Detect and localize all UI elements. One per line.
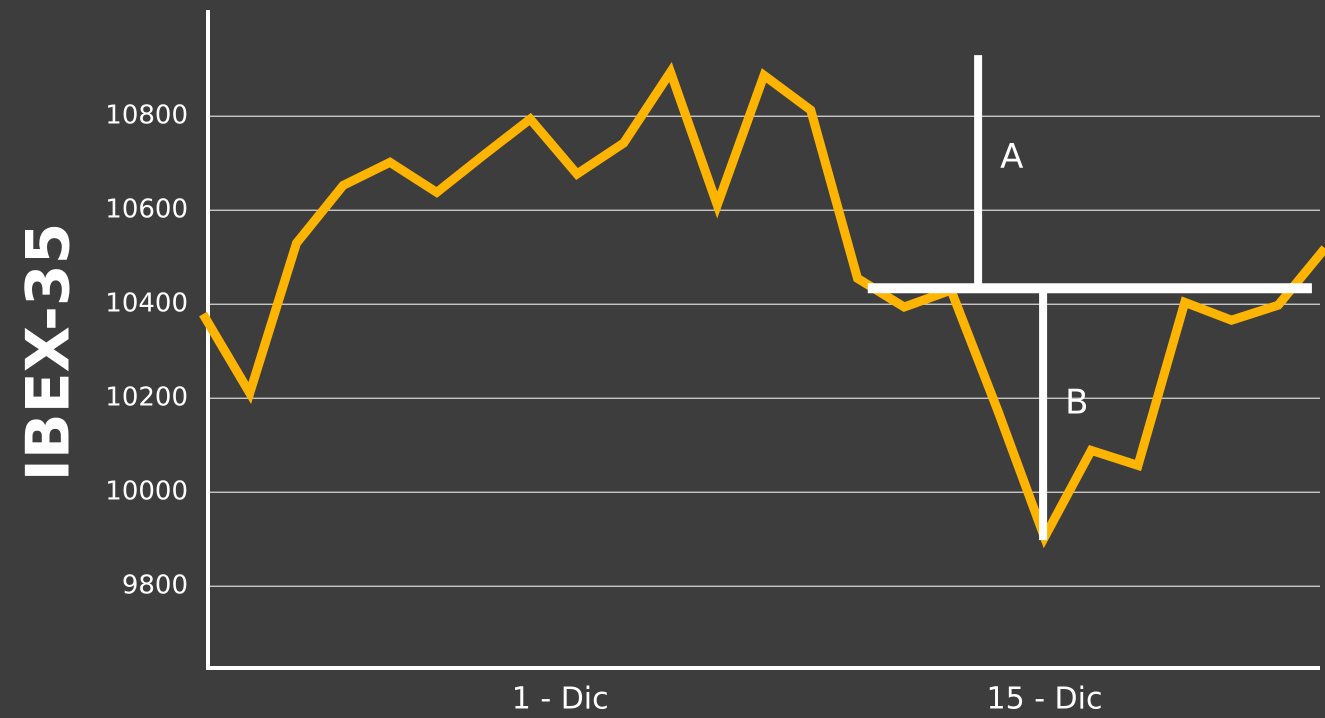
x-tick-label: 15 - Dic [986, 682, 1102, 717]
annotation-label: A [1000, 137, 1023, 177]
y-tick-label: 10000 [105, 477, 188, 507]
y-tick-label: 10600 [105, 195, 188, 225]
axes [206, 10, 1320, 670]
annotation-label: B [1065, 383, 1088, 423]
x-tick-label: 1 - Dic [512, 682, 609, 717]
y-tick-label: 9800 [122, 571, 188, 601]
y-tick-label: 10800 [105, 101, 188, 131]
line [199, 61, 1325, 549]
y-axis-label: IBEX-35 [14, 223, 84, 482]
y-tick-label: 10400 [105, 289, 188, 319]
y-tick-label: 10200 [105, 383, 188, 413]
